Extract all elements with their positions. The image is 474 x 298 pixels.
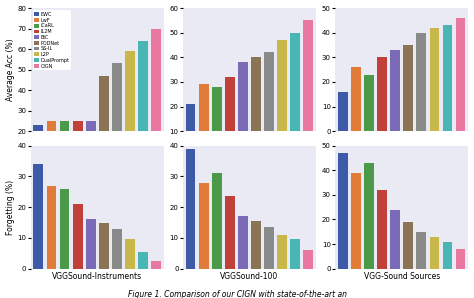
Text: Figure 1. Comparison of our CIGN with state-of-the-art an: Figure 1. Comparison of our CIGN with st… — [128, 290, 346, 298]
Bar — [417, 232, 426, 269]
Bar — [264, 52, 274, 156]
Bar — [403, 45, 413, 131]
Bar — [291, 33, 300, 156]
Bar — [151, 261, 161, 269]
Bar — [212, 173, 222, 269]
Bar — [125, 240, 135, 269]
Bar — [86, 219, 96, 269]
X-axis label: VGGSound-100: VGGSound-100 — [220, 271, 279, 280]
Bar — [46, 186, 56, 269]
Bar — [443, 242, 452, 269]
Y-axis label: Forgetting (%): Forgetting (%) — [6, 180, 15, 235]
Bar — [338, 153, 348, 269]
Bar — [138, 252, 148, 269]
Bar — [73, 121, 82, 172]
Legend: EWC, LwF, iCaRL, IL2M, BiC, PODNet, SS-IL, L2P, DualPrompt, CIGN: EWC, LwF, iCaRL, IL2M, BiC, PODNet, SS-I… — [33, 10, 71, 70]
Bar — [303, 250, 313, 269]
Bar — [60, 189, 69, 269]
Bar — [73, 204, 82, 269]
Bar — [34, 164, 43, 269]
Bar — [377, 57, 387, 131]
Bar — [303, 20, 313, 156]
Bar — [125, 51, 135, 172]
Bar — [34, 125, 43, 172]
Bar — [429, 237, 439, 269]
Bar — [112, 63, 122, 172]
Bar — [417, 33, 426, 131]
Bar — [238, 62, 248, 156]
Bar — [199, 182, 209, 269]
Bar — [225, 196, 235, 269]
X-axis label: VGGSound-Instruments: VGGSound-Instruments — [52, 271, 142, 280]
Bar — [46, 121, 56, 172]
Bar — [238, 216, 248, 269]
Bar — [86, 121, 96, 172]
Bar — [151, 29, 161, 172]
Bar — [456, 249, 465, 269]
Bar — [390, 50, 400, 131]
Bar — [138, 41, 148, 172]
Bar — [338, 92, 348, 131]
Bar — [277, 235, 287, 269]
Bar — [443, 25, 452, 131]
Bar — [456, 18, 465, 131]
Bar — [429, 28, 439, 131]
Bar — [351, 67, 361, 131]
Bar — [390, 209, 400, 269]
Bar — [277, 40, 287, 156]
X-axis label: VGG-Sound Sources: VGG-Sound Sources — [364, 271, 440, 280]
Bar — [60, 121, 69, 172]
Bar — [186, 104, 195, 156]
Bar — [291, 240, 300, 269]
Bar — [351, 173, 361, 269]
Bar — [199, 84, 209, 156]
Bar — [212, 87, 222, 156]
Bar — [225, 77, 235, 156]
Bar — [251, 221, 261, 269]
Bar — [264, 227, 274, 269]
Y-axis label: Average Acc (%): Average Acc (%) — [6, 38, 15, 101]
Bar — [112, 229, 122, 269]
Bar — [364, 74, 374, 131]
Bar — [99, 76, 109, 172]
Bar — [403, 222, 413, 269]
Bar — [99, 223, 109, 269]
Bar — [251, 57, 261, 156]
Bar — [364, 163, 374, 269]
Bar — [377, 190, 387, 269]
Bar — [186, 149, 195, 269]
